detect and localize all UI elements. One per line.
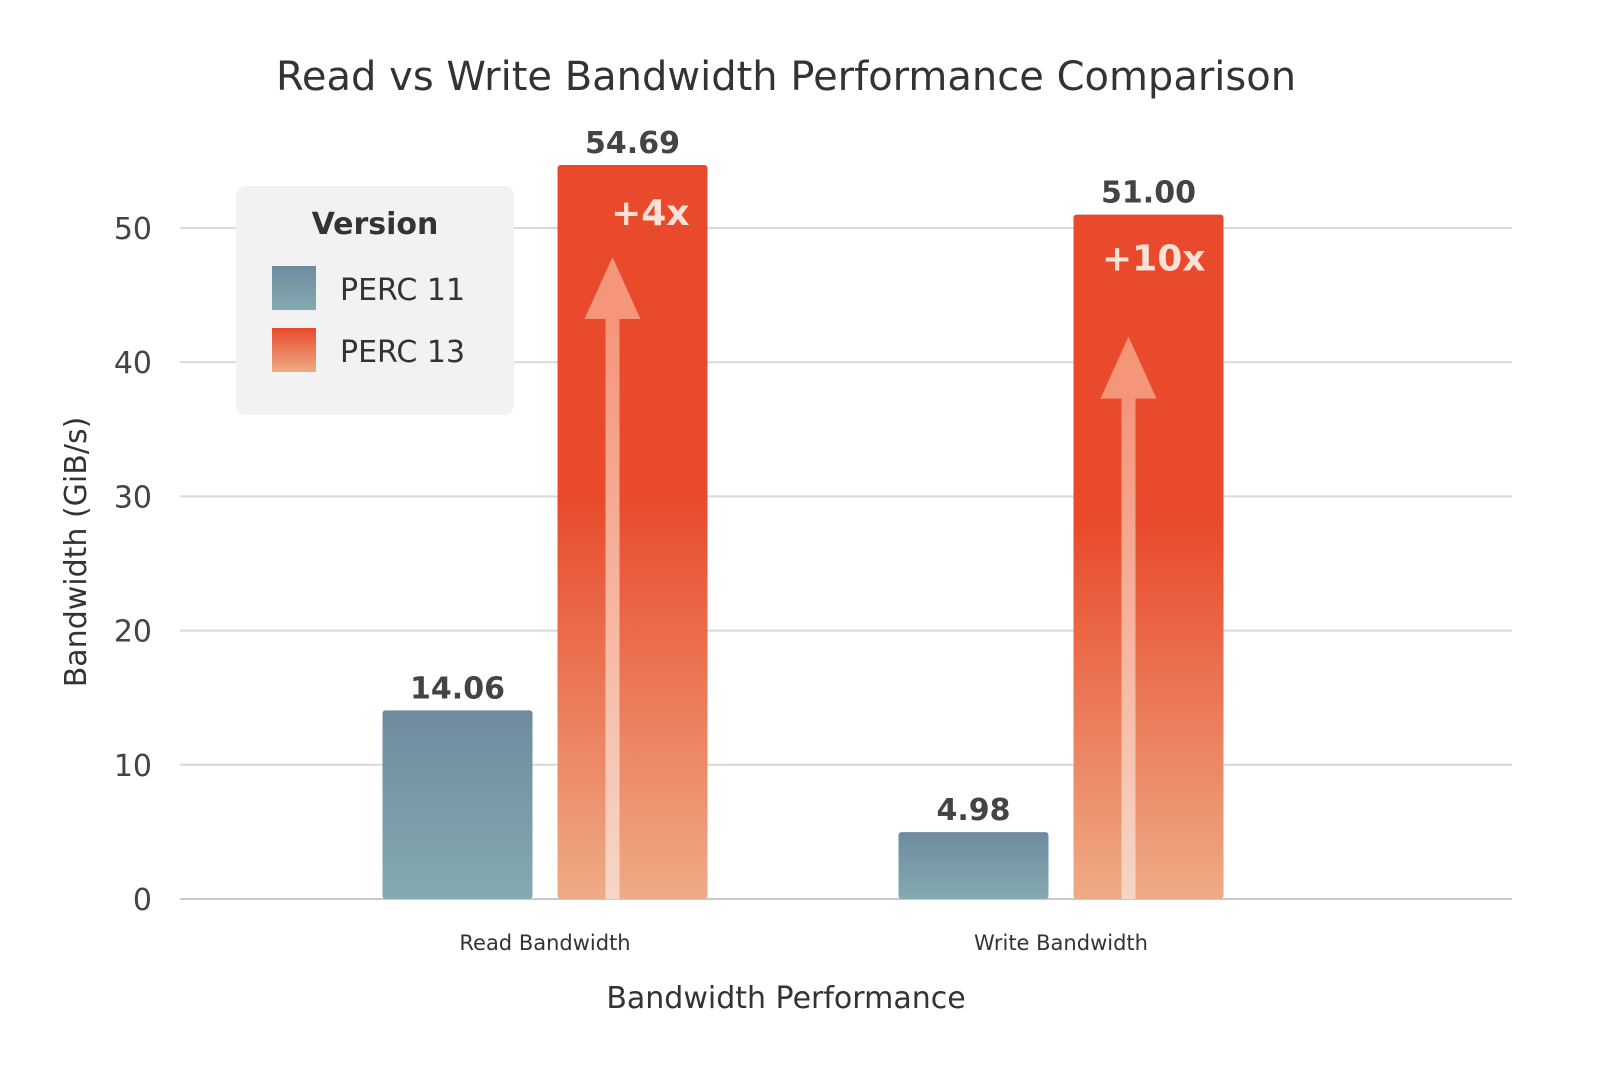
data-label: 51.00 <box>1101 176 1196 211</box>
growth-arrow-head <box>584 257 641 320</box>
legend-label-perc-11: PERC 11 <box>340 273 465 308</box>
multiplier-annotation: +10x <box>1102 239 1205 280</box>
y-axis-title: Bandwidth (GiB/s) <box>59 417 94 688</box>
x-tick-label: Read Bandwidth <box>459 931 630 955</box>
y-tick-label: 10 <box>114 749 152 784</box>
bars: 14.06 54.69 +4x 4.98 51.00 +10x <box>382 126 1224 900</box>
bar-perc-13 <box>1073 214 1224 899</box>
legend-label-perc-13: PERC 13 <box>340 335 465 370</box>
chart-title: Read vs Write Bandwidth Performance Comp… <box>276 54 1296 100</box>
multiplier-annotation: +4x <box>611 193 689 234</box>
growth-arrow-head <box>1100 336 1157 399</box>
y-tick-label: 40 <box>114 346 152 381</box>
y-axis-ticks: 0 10 20 30 40 50 <box>114 212 152 918</box>
growth-arrow-shaft <box>1121 396 1136 899</box>
x-axis-title: Bandwidth Performance <box>606 981 965 1016</box>
bar-perc-11 <box>382 710 533 899</box>
data-label: 54.69 <box>585 126 680 161</box>
growth-arrow-shaft <box>605 317 620 900</box>
y-tick-label: 20 <box>114 615 152 650</box>
x-axis-categories: Read Bandwidth Write Bandwidth <box>459 931 1148 955</box>
legend-title: Version <box>312 207 439 242</box>
bar-perc-13 <box>557 165 708 900</box>
y-tick-label: 50 <box>114 212 152 247</box>
bar-perc-11 <box>898 832 1049 899</box>
y-tick-label: 0 <box>133 883 152 918</box>
legend: Version PERC 11 PERC 13 <box>236 186 514 415</box>
x-tick-label: Write Bandwidth <box>974 931 1148 955</box>
data-label: 4.98 <box>936 793 1010 828</box>
y-tick-label: 30 <box>114 480 152 515</box>
legend-swatch-perc-11 <box>272 266 316 310</box>
data-label: 14.06 <box>410 671 505 706</box>
legend-swatch-perc-13 <box>272 328 316 372</box>
